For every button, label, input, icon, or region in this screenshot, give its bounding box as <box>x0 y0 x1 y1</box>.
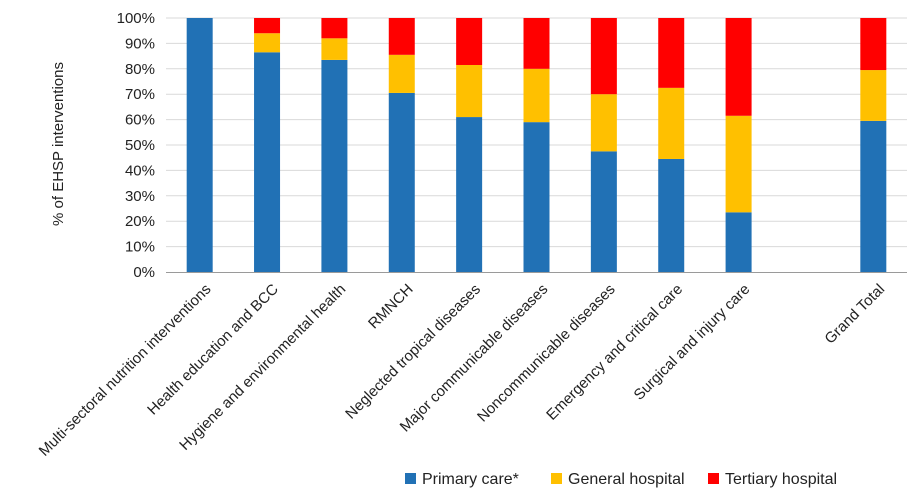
y-tick-label: 90% <box>125 35 155 52</box>
bar-segment <box>321 59 348 272</box>
x-category-label: Grand Total <box>821 281 888 348</box>
legend: Primary care* General hospital Tertiary ho… <box>405 471 837 488</box>
y-tick-label: 60% <box>125 112 155 129</box>
legend-label: Primary care* <box>422 471 519 488</box>
bar-segment <box>523 68 550 123</box>
bar-segment <box>254 33 281 53</box>
y-tick-label: 30% <box>125 188 155 205</box>
y-tick-label: 80% <box>125 61 155 78</box>
bar-segment <box>456 18 483 65</box>
bars <box>186 18 887 273</box>
bar-segment <box>860 18 887 71</box>
bar-segment <box>321 18 348 39</box>
x-axis-category-labels: Multi-sectoral nutrition interventionsHe… <box>36 281 888 460</box>
x-category-label: Surgical and injury care <box>631 281 754 404</box>
bar-segment <box>658 18 685 88</box>
bar-segment <box>388 92 415 273</box>
bar-segment <box>725 212 752 272</box>
y-tick-label: 20% <box>125 213 155 230</box>
bar-segment <box>860 70 887 121</box>
bar-segment <box>456 64 483 118</box>
y-tick-label: 10% <box>125 239 155 256</box>
bar-segment <box>388 18 415 55</box>
bar-segment <box>725 18 752 116</box>
x-category-label: RMNCH <box>365 281 416 332</box>
legend-label: Tertiary hospital <box>725 471 837 488</box>
y-tick-label: 70% <box>125 86 155 103</box>
bar-segment <box>186 18 213 272</box>
bar-segment <box>860 120 887 273</box>
x-category-label: Health education and BCC <box>144 281 282 419</box>
bar-segment <box>254 18 281 34</box>
y-axis-ticks: 0% 10% 20% 30% 40% 50% 60% 70% 80% 90% 100% <box>117 10 155 281</box>
bar-segment <box>590 94 617 152</box>
bar-segment <box>658 87 685 159</box>
legend-swatch <box>405 473 416 484</box>
legend-swatch <box>551 473 562 484</box>
bar-segment <box>456 117 483 272</box>
legend-swatch <box>708 473 719 484</box>
bar-segment <box>590 18 617 95</box>
y-axis-title: % of EHSP interventions <box>50 62 67 226</box>
bar-segment <box>321 38 348 60</box>
bar-segment <box>523 18 550 69</box>
y-tick-label: 50% <box>125 137 155 154</box>
x-category-label: Noncommunicable diseases <box>474 281 619 426</box>
y-tick-label: 0% <box>133 264 155 281</box>
x-category-label: Neglected tropical diseases <box>342 281 484 423</box>
x-category-label: Emergency and critical care <box>543 281 686 424</box>
bar-segment <box>523 122 550 272</box>
bar-segment <box>590 151 617 272</box>
legend-label: General hospital <box>568 471 685 488</box>
bar-segment <box>388 54 415 93</box>
bar-segment <box>254 52 281 272</box>
bar-segment <box>725 115 752 213</box>
y-tick-label: 40% <box>125 162 155 179</box>
y-tick-label: 100% <box>117 10 155 27</box>
bar-segment <box>658 158 685 272</box>
